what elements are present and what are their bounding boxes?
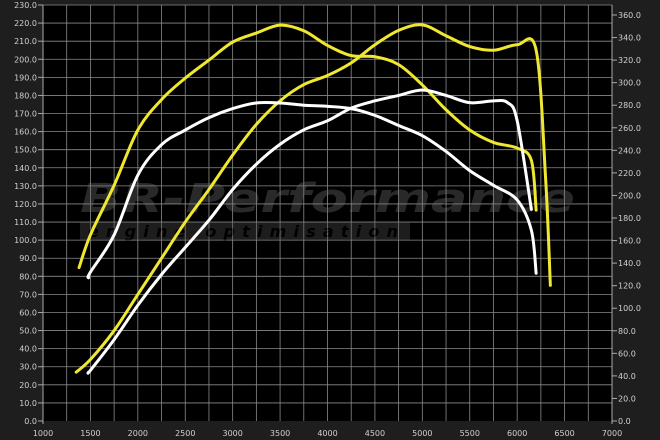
y-left-tick-label: 40.0	[19, 345, 37, 354]
x-tick-label: 4000	[317, 429, 337, 438]
x-tick-label: 2500	[175, 429, 195, 438]
y-left-tick-label: 60.0	[19, 308, 37, 317]
y-right-tick-label: 200.0	[618, 191, 641, 200]
x-tick-label: 4500	[365, 429, 385, 438]
series-group	[74, 23, 552, 375]
y-right-tick-label: 340.0	[618, 34, 641, 43]
y-right-tick-label: 160.0	[618, 237, 641, 246]
y-left-tick-label: 150.0	[14, 146, 37, 155]
y-left-tick-label: 210.0	[14, 37, 37, 46]
y-left-tick-label: 130.0	[14, 182, 37, 191]
y-right-tick-label: 360.0	[618, 11, 641, 20]
y-left-tick-label: 10.0	[19, 399, 37, 408]
y-right-tick-label: 120.0	[618, 282, 641, 291]
x-tick-label: 2000	[128, 429, 148, 438]
y-left-tick-label: 120.0	[14, 200, 37, 209]
y-left-tick-label: 110.0	[14, 218, 37, 227]
series-line-1	[74, 23, 552, 374]
x-tick-label: 3000	[222, 429, 242, 438]
y-left-tick-label: 190.0	[14, 73, 37, 82]
y-right-tick-label: 140.0	[618, 259, 641, 268]
y-left-tick-label: 160.0	[14, 128, 37, 137]
x-tick-label: 3500	[270, 429, 290, 438]
axes: 1000 1500 2000 2500 3000 3500 4000 4500 5000 5500…	[14, 1, 641, 438]
y-left-tick-label: 50.0	[19, 327, 37, 336]
y-right-tick-label: 220.0	[618, 169, 641, 178]
y-right-tick-label: 60.0	[618, 349, 636, 358]
y-left-tick-label: 20.0	[19, 381, 37, 390]
y-left-tick-label: 0.0	[24, 417, 37, 426]
y-right-tick-label: 320.0	[618, 56, 641, 65]
y-right-tick-label: 100.0	[618, 304, 641, 313]
x-tick-label: 5000	[412, 429, 432, 438]
watermark-logo: BR-Performance engine optimisation	[80, 176, 575, 241]
x-tick-label: 6000	[507, 429, 527, 438]
watermark-brand: BR-Performance	[80, 176, 575, 222]
series-line-3	[86, 88, 533, 375]
y-right-tick-label: 280.0	[618, 101, 641, 110]
y-left-tick-label: 80.0	[19, 272, 37, 281]
x-tick-label: 5500	[460, 429, 480, 438]
y-left-tick-label: 30.0	[19, 363, 37, 372]
x-tick-label: 7000	[602, 429, 622, 438]
series-line-2	[86, 100, 538, 280]
x-tick-label: 6500	[554, 429, 574, 438]
y-left-tick-label: 200.0	[14, 55, 37, 64]
y-right-tick-label: 180.0	[618, 214, 641, 223]
y-right-tick-label: 80.0	[618, 327, 636, 336]
y-left-tick-label: 140.0	[14, 164, 37, 173]
x-tick-label: 1000	[33, 429, 53, 438]
grid	[43, 4, 612, 421]
y-left-tick-label: 220.0	[14, 19, 37, 28]
series-line-0	[77, 23, 538, 270]
y-left-tick-label: 170.0	[14, 110, 37, 119]
y-right-tick-label: 300.0	[618, 79, 641, 88]
y-right-tick-label: 20.0	[618, 394, 636, 403]
y-left-tick-label: 230.0	[14, 1, 37, 10]
y-left-tick-label: 90.0	[19, 254, 37, 263]
y-left-tick-label: 180.0	[14, 91, 37, 100]
y-right-tick-label: 260.0	[618, 124, 641, 133]
y-left-tick-label: 100.0	[14, 236, 37, 245]
y-right-tick-label: 40.0	[618, 372, 636, 381]
y-right-tick-label: 0.0	[618, 417, 631, 426]
y-left-tick-label: 70.0	[19, 290, 37, 299]
x-tick-label: 1500	[80, 429, 100, 438]
y-right-tick-label: 240.0	[618, 146, 641, 155]
